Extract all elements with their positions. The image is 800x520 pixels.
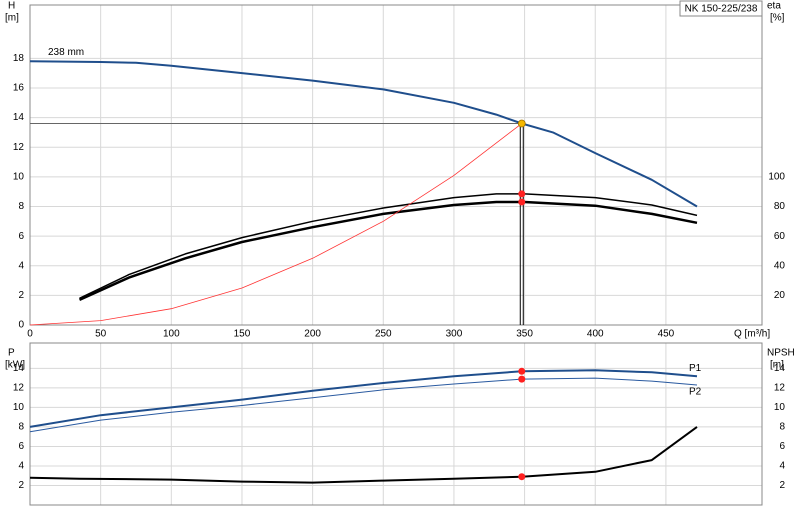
y-axis-label: P: [8, 348, 15, 359]
x-axis-label: Q [m³/h]: [734, 329, 770, 340]
y-tick-label: 6: [18, 231, 24, 242]
y2-tick-label: 12: [774, 383, 786, 394]
x-tick-label: 250: [375, 329, 392, 340]
series-line: [29, 426, 698, 484]
y-tick-label: 16: [13, 83, 25, 94]
operating-point: [518, 473, 526, 481]
x-tick-label: 0: [27, 329, 33, 340]
series-label: P2: [689, 387, 702, 398]
y2-tick-label: 100: [768, 171, 785, 182]
plot-frame: [29, 342, 763, 506]
y2-tick-label: 14: [774, 363, 786, 374]
series-line: [78, 200, 698, 301]
y2-tick-label: 4: [779, 461, 785, 472]
y-axis-unit: [kW]: [5, 360, 25, 371]
y2-tick-label: 20: [774, 290, 786, 301]
series-label: P1: [689, 363, 702, 374]
x-tick-label: 100: [163, 329, 180, 340]
x-tick-label: 50: [95, 329, 107, 340]
y-axis-label: H: [8, 1, 15, 12]
operating-point: [518, 367, 526, 375]
series-line: [29, 369, 698, 428]
y-axis-unit: [m]: [5, 13, 19, 24]
operating-point: [517, 119, 526, 128]
y2-tick-label: 80: [774, 201, 786, 212]
series-line: [79, 193, 698, 299]
title-box: [679, 0, 763, 17]
y-tick-label: 4: [18, 260, 24, 271]
y2-tick-label: 10: [774, 402, 786, 413]
y-tick-label: 14: [13, 112, 25, 123]
series-label: 238 mm: [48, 47, 84, 58]
x-tick-label: 400: [587, 329, 604, 340]
y2-tick-label: 6: [779, 441, 785, 452]
chart-title: NK 150-225/238: [685, 4, 758, 15]
y-tick-label: 10: [13, 402, 25, 413]
y2-tick-label: 2: [779, 480, 785, 491]
y-tick-label: 6: [18, 441, 24, 452]
y-tick-label: 2: [18, 290, 24, 301]
y-tick-label: 12: [13, 383, 25, 394]
y2-axis-label: eta: [767, 1, 781, 12]
x-tick-label: 450: [658, 329, 675, 340]
y-tick-label: 0: [18, 320, 24, 331]
x-tick-label: 350: [516, 329, 533, 340]
y2-tick-label: 40: [774, 260, 786, 271]
series-line: [29, 60, 698, 208]
y-tick-label: 8: [18, 201, 24, 212]
y-tick-label: 18: [13, 53, 25, 64]
y-tick-label: 2: [18, 480, 24, 491]
y-tick-label: 14: [13, 363, 25, 374]
series-line: [29, 377, 698, 433]
y2-axis-unit: [%]: [770, 13, 785, 24]
x-tick-label: 200: [304, 329, 321, 340]
x-tick-label: 300: [446, 329, 463, 340]
x-tick-label: 150: [234, 329, 251, 340]
y2-tick-label: 8: [779, 422, 785, 433]
y-tick-label: 12: [13, 142, 25, 153]
series-line: [29, 123, 523, 326]
y2-tick-label: 60: [774, 231, 786, 242]
operating-point: [518, 198, 526, 206]
y-tick-label: 10: [13, 171, 25, 182]
y-tick-label: 8: [18, 422, 24, 433]
operating-point: [518, 375, 526, 383]
y2-axis-unit: [m]: [770, 360, 784, 371]
y2-axis-label: NPSH: [767, 348, 795, 359]
operating-point: [518, 190, 526, 198]
plot-frame: [29, 4, 763, 326]
y-tick-label: 4: [18, 461, 24, 472]
